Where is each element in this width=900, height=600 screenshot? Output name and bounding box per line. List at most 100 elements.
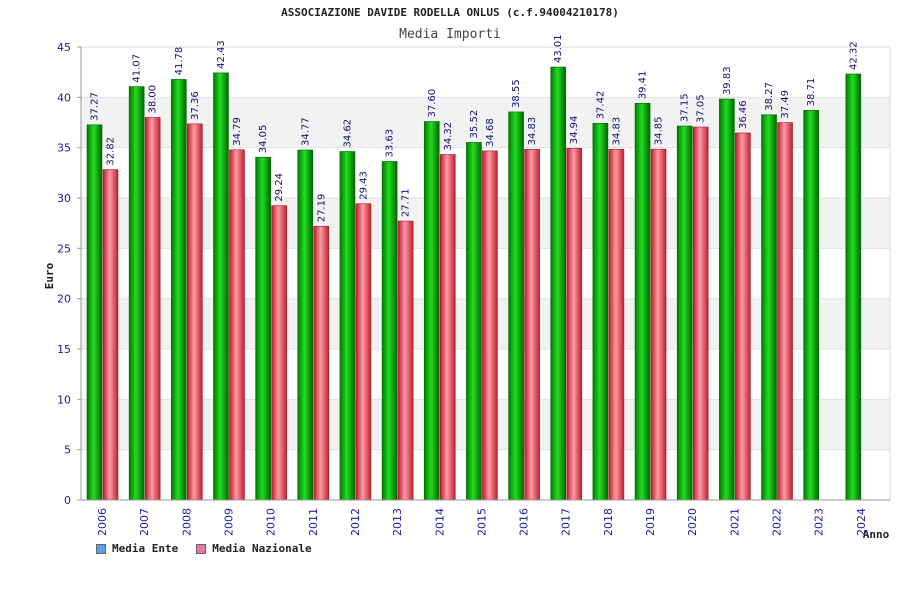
legend-item-nazionale: Media Nazionale	[196, 542, 312, 555]
value-label-nazionale-2012: 29.43	[358, 171, 369, 200]
x-tick-label-2022: 2022	[771, 508, 784, 536]
value-label-nazionale-2008: 37.36	[190, 91, 201, 120]
value-label-ente-2017: 43.01	[553, 34, 564, 63]
bar-ente-2006	[86, 124, 103, 501]
value-label-ente-2019: 39.41	[638, 71, 649, 100]
x-tick-label-2009: 2009	[222, 508, 235, 536]
bar-ente-2024	[845, 73, 862, 501]
bar-ente-2009	[213, 72, 229, 501]
legend-item-ente: Media Ente	[96, 542, 178, 555]
bar-ente-2010	[255, 156, 271, 501]
legend-swatch-ente	[96, 543, 106, 554]
value-label-ente-2008: 41.78	[174, 47, 185, 76]
x-tick-label-2023: 2023	[813, 508, 826, 536]
bar-nazionale-2020	[692, 126, 709, 501]
value-label-ente-2023: 38.71	[806, 78, 817, 107]
y-tick-label: 10	[57, 393, 71, 406]
bar-ente-2023	[803, 110, 819, 501]
x-tick-label-2010: 2010	[265, 508, 278, 536]
bar-ente-2020	[676, 125, 693, 501]
bar-ente-2012	[339, 151, 356, 501]
x-tick-label-2012: 2012	[349, 508, 362, 536]
bar-ente-2021	[719, 98, 735, 501]
value-label-nazionale-2014: 34.32	[443, 122, 454, 151]
y-tick-label: 45	[57, 41, 71, 54]
y-tick-label: 35	[57, 142, 71, 155]
value-label-ente-2006: 37.27	[90, 92, 101, 121]
x-tick-label-2008: 2008	[180, 508, 193, 536]
legend-swatch-nazionale	[196, 543, 207, 554]
bar-nazionale-2019	[650, 148, 667, 501]
value-label-ente-2024: 42.32	[848, 41, 859, 70]
bar-ente-2019	[634, 102, 651, 501]
x-tick-label-2020: 2020	[686, 508, 699, 536]
bar-nazionale-2010	[271, 205, 287, 501]
bar-nazionale-2009	[229, 149, 245, 501]
bar-nazionale-2014	[439, 154, 456, 501]
bar-ente-2011	[297, 149, 314, 501]
bar-nazionale-2012	[355, 203, 372, 501]
value-label-nazionale-2015: 34.68	[485, 118, 496, 147]
bar-ente-2018	[592, 123, 609, 501]
bar-ente-2013	[381, 161, 398, 501]
value-label-ente-2009: 42.43	[216, 40, 227, 69]
bar-ente-2016	[508, 111, 524, 501]
x-axis-label: Anno	[863, 528, 890, 541]
y-axis: 0 5 10 15 20 25 30 35 40 45	[57, 41, 82, 507]
bar-ente-2015	[466, 142, 482, 501]
value-label-nazionale-2020: 37.05	[696, 94, 707, 123]
chart-subtitle: Media Importi	[399, 27, 501, 42]
bar-ente-2014	[423, 121, 440, 501]
value-label-nazionale-2007: 38.00	[148, 85, 159, 114]
x-tick-label-2018: 2018	[602, 508, 615, 536]
y-tick-label: 15	[57, 343, 71, 356]
value-label-ente-2018: 37.42	[595, 91, 606, 120]
value-label-nazionale-2011: 27.19	[316, 194, 327, 223]
value-label-nazionale-2006: 32.82	[106, 137, 117, 166]
bar-nazionale-2021	[735, 132, 751, 501]
x-axis: 2006 2007 2008 2009 2010 2011 2012 2013 2014 2015…	[81, 499, 890, 536]
legend-label-nazionale: Media Nazionale	[212, 542, 312, 555]
value-label-ente-2014: 37.60	[427, 89, 438, 118]
y-axis-label: Euro	[43, 262, 56, 289]
y-tick-label: 30	[57, 192, 71, 205]
value-label-nazionale-2009: 34.79	[232, 117, 243, 146]
bar-nazionale-2015	[482, 150, 498, 501]
bar-ente-2007	[128, 86, 145, 501]
value-label-nazionale-2018: 34.83	[611, 117, 622, 146]
bar-ente-2022	[761, 114, 777, 501]
y-tick-label: 25	[57, 242, 71, 255]
y-tick-label: 5	[64, 444, 71, 457]
value-label-nazionale-2021: 36.46	[738, 100, 749, 129]
x-tick-label-2007: 2007	[138, 508, 151, 536]
bar-nazionale-2008	[187, 123, 203, 501]
value-label-ente-2010: 34.05	[258, 125, 269, 154]
value-label-nazionale-2022: 37.49	[780, 90, 791, 119]
value-label-ente-2020: 37.15	[680, 93, 691, 122]
value-label-ente-2012: 34.62	[342, 119, 353, 148]
x-tick-label-2006: 2006	[96, 508, 109, 536]
value-label-ente-2011: 34.77	[300, 117, 311, 146]
value-label-nazionale-2016: 34.83	[527, 117, 538, 146]
bar-nazionale-2011	[313, 225, 330, 501]
bar-nazionale-2007	[144, 117, 161, 501]
bar-nazionale-2006	[102, 169, 119, 501]
bar-nazionale-2022	[777, 122, 793, 501]
bar-ente-2017	[550, 66, 567, 501]
x-tick-label-2013: 2013	[391, 508, 404, 536]
x-tick-label-2011: 2011	[307, 508, 320, 536]
value-label-ente-2022: 38.27	[764, 82, 775, 111]
y-tick-label: 40	[57, 91, 71, 104]
value-label-ente-2013: 33.63	[385, 129, 396, 158]
bar-nazionale-2018	[608, 149, 625, 501]
x-tick-label-2019: 2019	[644, 508, 657, 536]
y-tick-label: 0	[64, 494, 71, 507]
value-label-nazionale-2017: 34.94	[569, 116, 580, 145]
y-tick-label: 20	[57, 293, 71, 306]
chart-title: ASSOCIAZIONE DAVIDE RODELLA ONLUS (c.f.9…	[281, 6, 619, 19]
value-label-nazionale-2010: 29.24	[274, 173, 285, 202]
x-tick-label-2024: 2024	[855, 508, 868, 536]
value-label-ente-2021: 39.83	[722, 66, 733, 95]
legend-label-ente: Media Ente	[112, 542, 179, 555]
